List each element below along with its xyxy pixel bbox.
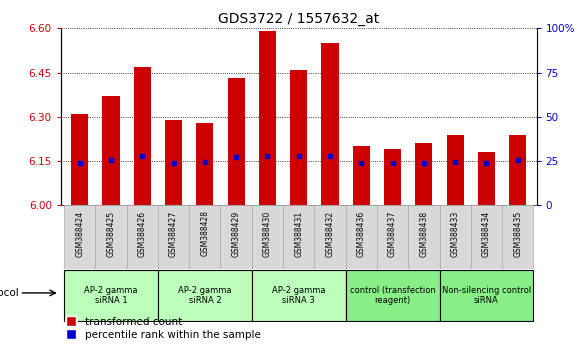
Text: GSM388434: GSM388434 — [482, 210, 491, 257]
FancyBboxPatch shape — [346, 270, 440, 321]
FancyBboxPatch shape — [408, 205, 440, 269]
Bar — [353, 146, 370, 205]
FancyBboxPatch shape — [314, 205, 346, 269]
FancyBboxPatch shape — [377, 205, 408, 269]
Text: Non-silencing control
siRNA: Non-silencing control siRNA — [442, 286, 531, 305]
Text: GSM388435: GSM388435 — [513, 210, 522, 257]
Bar — [71, 114, 88, 205]
Bar — [102, 96, 119, 205]
Text: GSM388428: GSM388428 — [200, 210, 209, 256]
FancyBboxPatch shape — [158, 205, 189, 269]
Bar — [290, 70, 307, 205]
Text: control (transfection
reagent): control (transfection reagent) — [350, 286, 436, 305]
Title: GDS3722 / 1557632_at: GDS3722 / 1557632_at — [218, 12, 379, 26]
Text: GSM388436: GSM388436 — [357, 210, 366, 257]
Text: AP-2 gamma
siRNA 2: AP-2 gamma siRNA 2 — [178, 286, 231, 305]
Bar — [133, 67, 151, 205]
FancyBboxPatch shape — [64, 205, 95, 269]
Bar — [321, 43, 339, 205]
FancyBboxPatch shape — [220, 205, 252, 269]
Text: AP-2 gamma
siRNA 1: AP-2 gamma siRNA 1 — [84, 286, 137, 305]
Text: GSM388433: GSM388433 — [451, 210, 459, 257]
Bar — [384, 149, 401, 205]
FancyBboxPatch shape — [346, 205, 377, 269]
Bar — [478, 152, 495, 205]
FancyBboxPatch shape — [158, 270, 252, 321]
Text: GSM388424: GSM388424 — [75, 210, 84, 257]
Text: GSM388426: GSM388426 — [138, 210, 147, 257]
FancyBboxPatch shape — [189, 205, 220, 269]
Bar — [227, 79, 245, 205]
FancyBboxPatch shape — [283, 205, 314, 269]
Bar — [196, 123, 213, 205]
FancyBboxPatch shape — [64, 270, 158, 321]
Text: GSM388437: GSM388437 — [388, 210, 397, 257]
FancyBboxPatch shape — [502, 205, 534, 269]
FancyBboxPatch shape — [126, 205, 158, 269]
Text: GSM388429: GSM388429 — [231, 210, 241, 257]
Text: GSM388425: GSM388425 — [107, 210, 115, 257]
Text: GSM388432: GSM388432 — [325, 210, 335, 257]
Bar — [259, 31, 276, 205]
Bar — [447, 135, 464, 205]
FancyBboxPatch shape — [252, 205, 283, 269]
Bar — [509, 135, 526, 205]
Text: protocol: protocol — [0, 288, 19, 298]
Text: GSM388427: GSM388427 — [169, 210, 178, 257]
FancyBboxPatch shape — [471, 205, 502, 269]
Legend: transformed count, percentile rank within the sample: transformed count, percentile rank withi… — [66, 317, 261, 340]
Text: GSM388431: GSM388431 — [294, 210, 303, 257]
FancyBboxPatch shape — [95, 205, 126, 269]
Text: GSM388438: GSM388438 — [419, 210, 429, 257]
Bar — [165, 120, 182, 205]
Bar — [415, 143, 433, 205]
Text: GSM388430: GSM388430 — [263, 210, 272, 257]
FancyBboxPatch shape — [440, 270, 534, 321]
FancyBboxPatch shape — [440, 205, 471, 269]
Text: AP-2 gamma
siRNA 3: AP-2 gamma siRNA 3 — [272, 286, 325, 305]
FancyBboxPatch shape — [252, 270, 346, 321]
